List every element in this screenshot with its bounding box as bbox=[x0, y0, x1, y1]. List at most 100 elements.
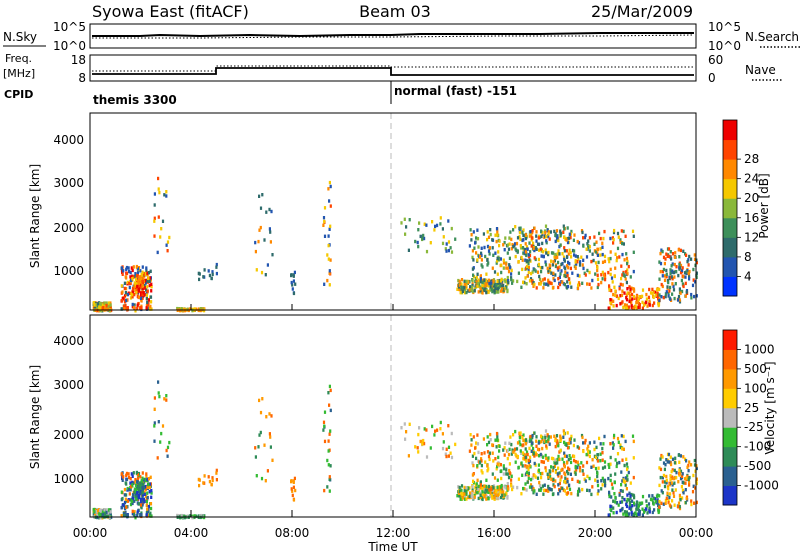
echo-cell bbox=[688, 475, 691, 480]
echo-cell bbox=[166, 249, 169, 253]
echo-cell bbox=[507, 475, 511, 480]
echo-cell bbox=[122, 304, 126, 309]
echo-cell bbox=[326, 458, 329, 463]
echo-cell bbox=[504, 486, 507, 490]
echo-cell bbox=[642, 303, 646, 308]
echo-cell bbox=[612, 499, 615, 503]
echo-cell bbox=[211, 478, 214, 483]
echo-cell bbox=[626, 261, 629, 266]
echo-cell bbox=[120, 505, 124, 510]
echo-cell bbox=[546, 472, 549, 476]
echo-cell bbox=[596, 492, 599, 496]
echo-cell bbox=[521, 464, 524, 468]
velocity-ytick-3000: 3000 bbox=[53, 378, 84, 392]
echo-cell bbox=[492, 490, 495, 494]
echo-cell bbox=[528, 258, 531, 262]
echo-cell bbox=[525, 450, 529, 454]
echo-cell bbox=[648, 299, 651, 303]
echo-cell bbox=[599, 442, 602, 446]
echo-cell bbox=[149, 511, 152, 515]
echo-cell bbox=[577, 241, 581, 245]
echo-cell bbox=[635, 306, 638, 310]
echo-cell bbox=[477, 283, 481, 287]
echo-cell bbox=[460, 491, 463, 496]
echo-cell bbox=[530, 477, 533, 482]
echo-cell bbox=[522, 486, 525, 491]
echo-cell bbox=[146, 285, 149, 289]
echo-cell bbox=[494, 438, 497, 442]
nsky-label: N.Sky bbox=[3, 30, 37, 44]
echo-cell bbox=[417, 432, 420, 437]
echo-cell bbox=[590, 286, 593, 290]
echo-cell bbox=[570, 434, 573, 439]
power-ytick-1000: 1000 bbox=[53, 264, 84, 278]
echo-cell bbox=[588, 249, 591, 253]
echo-cell bbox=[669, 285, 672, 290]
echo-cell bbox=[628, 491, 631, 495]
echo-cell bbox=[554, 233, 557, 238]
echo-cell bbox=[528, 464, 531, 468]
echo-cell bbox=[568, 437, 571, 442]
echo-cell bbox=[570, 491, 573, 496]
echo-cell bbox=[157, 187, 160, 191]
echo-cell bbox=[669, 504, 672, 508]
echo-cell bbox=[556, 238, 559, 242]
echo-cell bbox=[587, 444, 590, 448]
freq-tick-top: 18 bbox=[71, 53, 86, 67]
echo-cell bbox=[530, 236, 534, 240]
echo-cell bbox=[524, 442, 528, 446]
echo-cell bbox=[543, 277, 546, 281]
echo-cell bbox=[483, 278, 486, 282]
echo-cell bbox=[161, 424, 165, 428]
echo-cell bbox=[518, 230, 521, 235]
echo-cell bbox=[141, 488, 144, 492]
echo-cell bbox=[593, 447, 596, 452]
echo-cell bbox=[625, 298, 629, 302]
echo-cell bbox=[471, 461, 474, 465]
echo-cell bbox=[425, 223, 428, 227]
echo-cell bbox=[546, 434, 549, 438]
echo-cell bbox=[135, 291, 138, 295]
echo-cell bbox=[573, 458, 576, 463]
echo-cell bbox=[418, 221, 421, 225]
echo-cell bbox=[609, 478, 612, 483]
echo-cell bbox=[603, 229, 606, 234]
echo-cell bbox=[139, 275, 142, 279]
echo-cell bbox=[493, 270, 497, 274]
echo-cell bbox=[109, 508, 112, 512]
echo-cell bbox=[465, 290, 468, 295]
echo-cell bbox=[619, 294, 622, 298]
echo-cell bbox=[479, 287, 482, 291]
echo-cell bbox=[511, 487, 514, 492]
echo-cell bbox=[542, 455, 545, 459]
echo-cell bbox=[652, 295, 655, 299]
echo-cell bbox=[189, 514, 192, 518]
echo-cell bbox=[545, 239, 548, 243]
echo-cell bbox=[668, 289, 671, 293]
echo-cell bbox=[423, 441, 426, 446]
echo-cell bbox=[557, 454, 560, 459]
echo-cell bbox=[266, 469, 269, 473]
echo-cell bbox=[516, 454, 519, 459]
echo-cell bbox=[576, 255, 579, 259]
echo-cell bbox=[270, 414, 273, 418]
echo-cell bbox=[567, 252, 570, 256]
echo-cell bbox=[470, 492, 473, 496]
echo-cell bbox=[291, 493, 294, 498]
echo-cell bbox=[261, 193, 264, 197]
echo-cell bbox=[260, 270, 264, 275]
echo-cell bbox=[690, 292, 693, 297]
echo-cell bbox=[621, 479, 624, 483]
echo-cell bbox=[549, 230, 552, 234]
echo-cell bbox=[323, 488, 326, 493]
echo-cell bbox=[461, 492, 464, 497]
echo-cell bbox=[659, 467, 663, 472]
echo-cell bbox=[122, 475, 125, 479]
echo-cell bbox=[583, 441, 587, 445]
echo-cell bbox=[614, 500, 617, 504]
echo-cell bbox=[439, 216, 442, 220]
echo-cell bbox=[492, 253, 495, 257]
echo-cell bbox=[535, 247, 538, 251]
echo-cell bbox=[121, 503, 125, 508]
